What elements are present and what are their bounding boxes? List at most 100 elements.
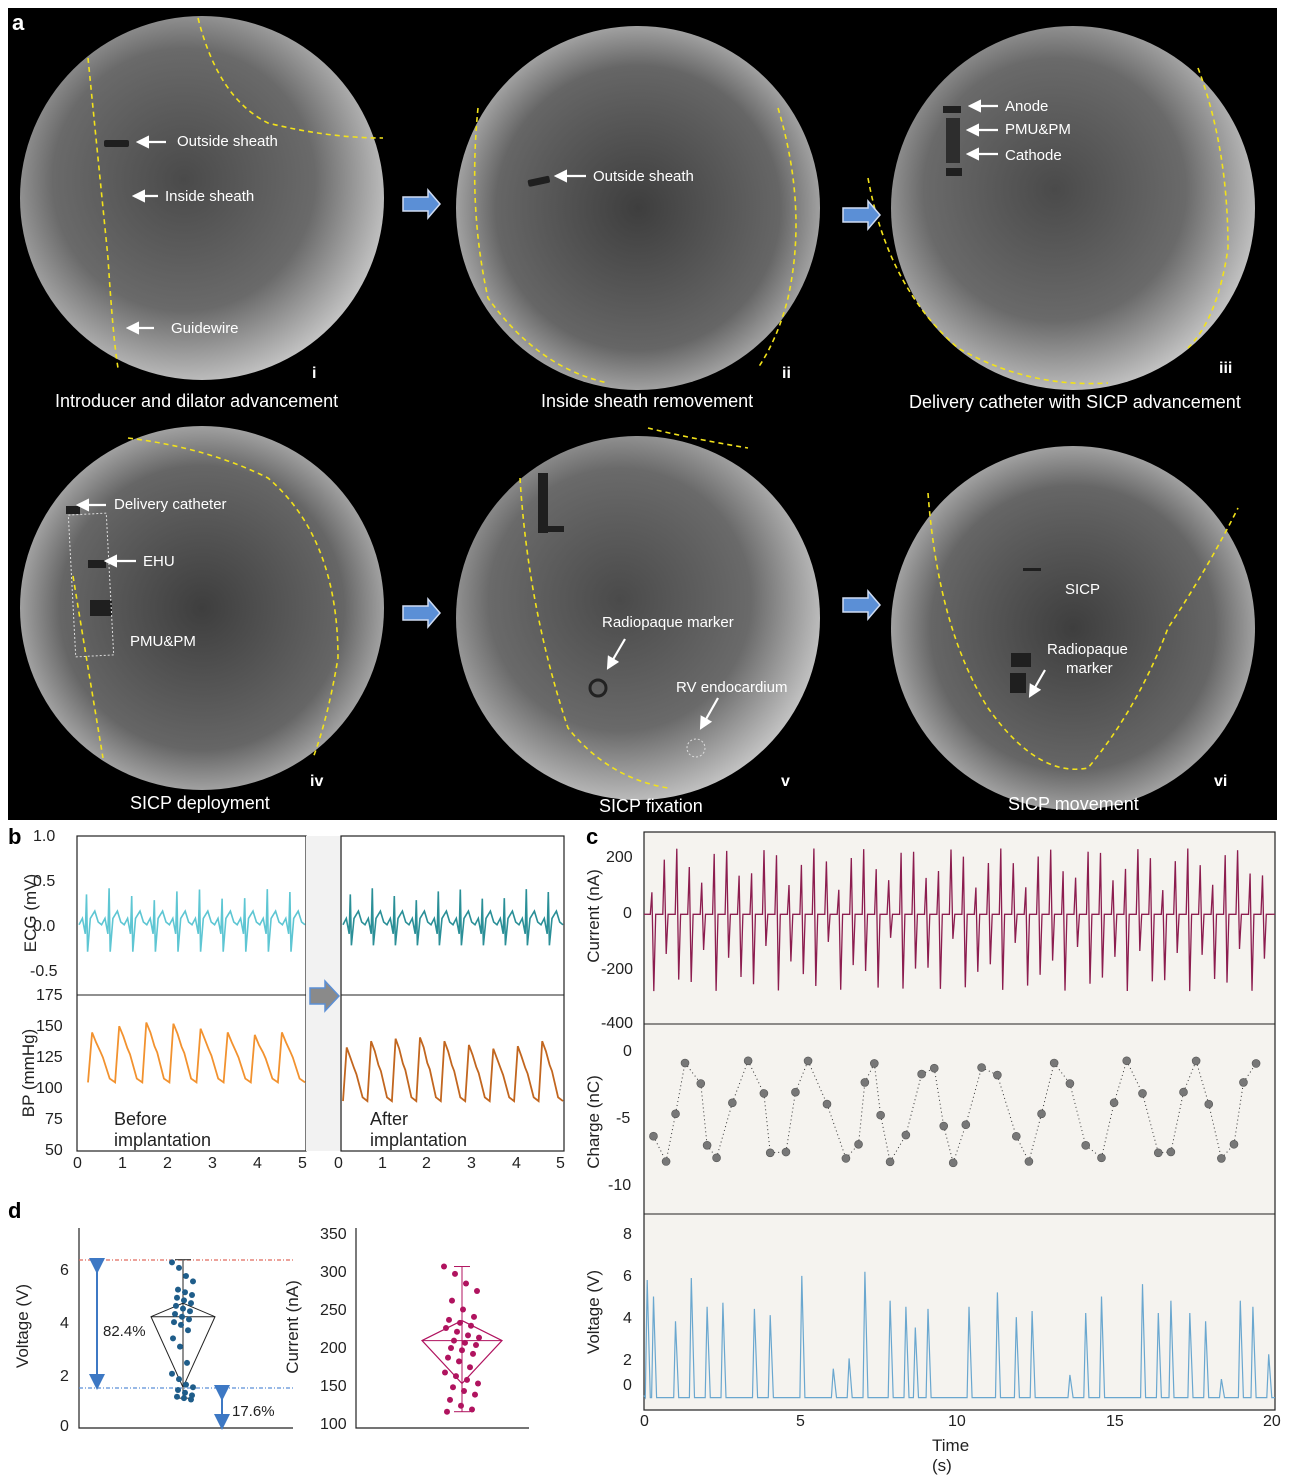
- current-dot: [472, 1391, 478, 1398]
- voltage-tick-2: 2: [623, 1352, 632, 1369]
- charge-link: [996, 1074, 1017, 1137]
- voltage-dot: [188, 1300, 194, 1307]
- voltage-dot: [173, 1302, 179, 1309]
- ecg-after-trace: [342, 888, 564, 946]
- voltage-dot: [170, 1335, 176, 1342]
- charge-link: [1195, 1060, 1210, 1105]
- charge-point: [1109, 1098, 1119, 1108]
- charge-tick-0: 0: [623, 1043, 632, 1060]
- voltage-dot: [189, 1292, 195, 1298]
- caption-ii: Inside sheath removement: [541, 391, 754, 411]
- charge-point: [1011, 1131, 1021, 1141]
- bx-tick-2: 2: [163, 1155, 172, 1172]
- pct-upper: 82.4%: [103, 1323, 146, 1340]
- voltage-ylabel: Voltage (V): [584, 1269, 603, 1355]
- current-dot: [452, 1270, 458, 1277]
- current-dot: [473, 1342, 479, 1349]
- current-ylabel: Current (nA): [584, 869, 603, 963]
- voltage-dot: [180, 1305, 186, 1312]
- bx-tick-1: 1: [118, 1155, 127, 1172]
- charge-point: [781, 1147, 791, 1157]
- voltage-dot: [182, 1289, 188, 1296]
- ecg-tick-4: -0.5: [30, 963, 58, 980]
- charge-link: [1053, 1062, 1071, 1084]
- current-dot: [469, 1406, 475, 1413]
- voltage-dot: [176, 1376, 182, 1383]
- charge-point: [822, 1099, 832, 1109]
- charge-point: [1049, 1058, 1059, 1068]
- bx-tick-3: 3: [208, 1155, 217, 1172]
- panel-a-fluoroscopy: a Outside sheath Inside sheath Guidewire…: [8, 8, 1277, 820]
- charge-link: [1183, 1060, 1197, 1093]
- voltage-dot: [175, 1387, 181, 1393]
- annotation-cathode: Cathode: [1005, 147, 1062, 164]
- charge-link: [1069, 1083, 1087, 1146]
- roman-i: i: [312, 365, 317, 382]
- charge-link: [864, 1063, 875, 1083]
- charge-point: [1081, 1141, 1090, 1150]
- charge-link: [1015, 1136, 1030, 1162]
- charge-link: [763, 1093, 771, 1153]
- voltage-dot: [169, 1370, 175, 1377]
- dc-tick-150: 150: [320, 1378, 347, 1395]
- charge-point: [1097, 1153, 1106, 1163]
- bp-ylabel: BP (mmHg): [19, 1028, 38, 1118]
- charge-point: [901, 1130, 911, 1140]
- bx2-tick-1: 1: [378, 1155, 387, 1172]
- charge-link: [1142, 1093, 1159, 1153]
- annotation-guidewire: Guidewire: [171, 320, 239, 337]
- panel-label-b: b: [8, 824, 22, 849]
- ecg-line: [78, 888, 306, 952]
- caption-i: Introducer and dilator advancement: [55, 391, 339, 411]
- bp-before-trace: [87, 1022, 306, 1085]
- charge-link: [933, 1068, 945, 1127]
- current-dot: [463, 1280, 469, 1287]
- current-dot: [462, 1339, 468, 1346]
- charge-point: [803, 1056, 813, 1066]
- charge-link: [965, 1067, 983, 1125]
- dv-tick-6: 6: [60, 1262, 69, 1279]
- charge-point: [728, 1098, 737, 1108]
- bx2-tick-5: 5: [556, 1155, 565, 1172]
- charge-link: [653, 1135, 667, 1162]
- bx-tick-4: 4: [253, 1155, 262, 1172]
- charge-point: [939, 1121, 949, 1131]
- current-dot: [461, 1387, 467, 1394]
- voltage-dot: [190, 1278, 196, 1285]
- current-dot: [459, 1347, 465, 1354]
- charge-point: [1122, 1056, 1132, 1066]
- charge-point: [671, 1109, 680, 1119]
- annotation-marker: marker: [1066, 660, 1113, 677]
- voltage-dot: [189, 1392, 195, 1399]
- fluoroscopy-frames: [20, 16, 1255, 810]
- bp-tick-75: 75: [45, 1111, 63, 1128]
- annotation-delivery-catheter: Delivery catheter: [114, 496, 227, 513]
- charge-link: [1243, 1063, 1257, 1083]
- current-dot: [457, 1319, 463, 1326]
- charge-link: [981, 1067, 998, 1076]
- bx-tick-0: 0: [73, 1155, 82, 1172]
- roman-vi: vi: [1214, 773, 1228, 790]
- charge-link: [858, 1082, 866, 1145]
- voltage-dot: [179, 1313, 185, 1320]
- current-dot: [450, 1384, 456, 1391]
- voltage-dot: [183, 1273, 189, 1279]
- charge-point: [712, 1153, 721, 1163]
- charge-link: [1085, 1144, 1102, 1159]
- after-implantation-label: After implantation: [370, 1109, 468, 1150]
- charge-link: [785, 1092, 796, 1153]
- bx2-tick-3: 3: [467, 1155, 476, 1172]
- charge-point: [743, 1056, 753, 1066]
- charge-link: [1041, 1062, 1055, 1114]
- cx-tick-5: 5: [796, 1413, 805, 1430]
- charge-link: [684, 1062, 702, 1084]
- voltage-dot: [182, 1389, 188, 1396]
- current-tick-200: 200: [606, 849, 633, 866]
- annotation-outside-sheath: Outside sheath: [177, 133, 278, 150]
- charge-point: [765, 1148, 775, 1158]
- bp-tick-150: 150: [36, 1018, 63, 1035]
- annotation-radiopaque-marker: Radiopaque marker: [602, 614, 734, 631]
- annotation-inside-sheath: Inside sheath: [165, 188, 255, 205]
- charge-link: [770, 1151, 787, 1154]
- charge-point: [680, 1058, 690, 1068]
